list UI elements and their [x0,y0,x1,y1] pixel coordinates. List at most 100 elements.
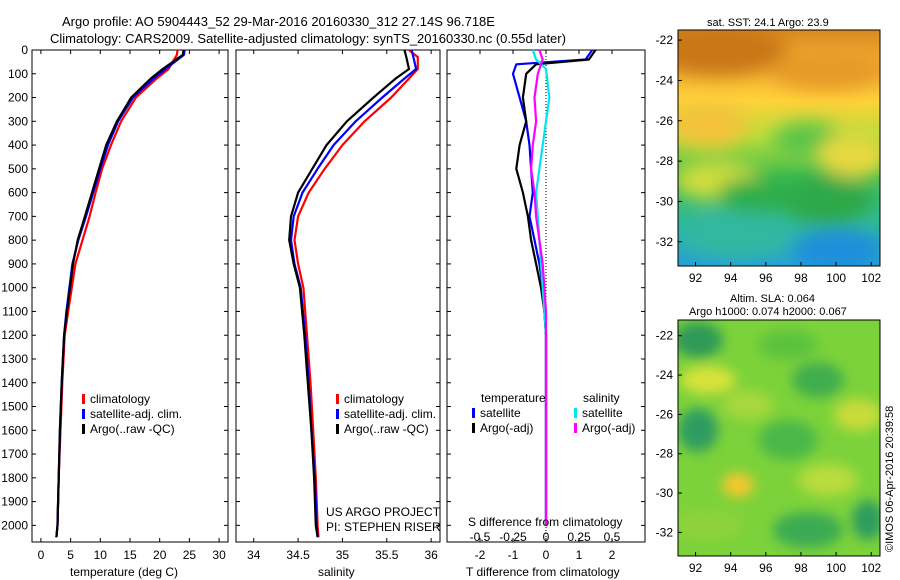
depth-tick-label: 200 [8,91,28,105]
x-tick-label: 10 [94,548,108,562]
map-x-tick-label: 96 [759,561,773,575]
map-x-tick-label: 102 [861,561,881,575]
x-tick-label: 20 [153,548,167,562]
x-tick-label: 34.5 [286,548,310,562]
map-x-tick-label: 94 [724,561,738,575]
depth-tick-label: 300 [8,114,28,128]
map-x-tick-label: 92 [689,271,703,285]
x-tick-label: 5 [67,548,74,562]
legend-label: climatology [344,392,404,406]
depth-tick-label: 800 [8,233,28,247]
temperature-x-label: temperature (deg C) [70,565,178,579]
difference-panel: -2 -1 0 1 2 -0.5 -0.25 0 0.25 0.5 temperature sal… [446,49,646,579]
x-tick-label: 35.5 [375,548,399,562]
map-y-tick-label: -22 [656,33,674,47]
sla-axes: 92 94 96 98 100 102 -22 -24 -26 -28 -30 -32 [656,329,882,575]
sla-title: Altim. SLA: 0.064 [730,293,815,305]
legend-swatch [336,409,339,419]
x-tick-label: 0 [38,548,45,562]
legend-swatch [472,423,475,433]
x-tick-label: 1 [576,548,583,562]
depth-tick-label: 100 [8,67,28,81]
project-annotation-1: US ARGO PROJECT [326,505,441,519]
sst-field [678,30,880,266]
sst-map: sat. SST: 24.1 Argo: 23.9 92 94 96 98 100 102… [656,17,882,285]
depth-tick-label: 1000 [1,281,28,295]
legend-label: climatology [90,392,150,406]
x-tick-label: 36 [424,548,438,562]
x-tick-label: -1 [508,548,519,562]
salinity-lines [288,49,419,538]
legend-title-temperature: temperature [481,391,546,405]
depth-tick-label: 1500 [1,400,28,414]
legend-label: Argo(..raw -QC) [344,422,429,436]
depth-tick-label: 1600 [1,423,28,437]
map-y-tick-label: -22 [656,329,674,343]
depth-tick-label: 700 [8,209,28,223]
sla-field [678,320,880,556]
depth-tick-label: 1700 [1,447,28,461]
x-tick-label: 35 [336,548,350,562]
difference-x-ticks: -2 -1 0 1 2 [475,50,616,562]
temperature-lines [55,49,186,538]
series-line-3 [529,49,548,526]
sst-frame [677,29,881,267]
depth-tick-label: 500 [8,162,28,176]
depth-tick-label: 1800 [1,471,28,485]
map-x-tick-label: 100 [826,271,846,285]
header-line-2: Climatology: CARS2009. Satellite-adjuste… [50,31,566,46]
legend-label: satellite-adj. clim. [90,407,182,421]
map-x-tick-label: 94 [724,271,738,285]
map-x-tick-label: 100 [826,561,846,575]
imos-stamp: ©IMOS 06-Apr-2016 20:39:58 [884,406,896,552]
sst-axes: 92 94 96 98 100 102 -22 -24 -26 -28 -30 -32 [656,33,882,285]
legend-swatch [336,394,339,404]
x-tick-label: 30 [212,548,226,562]
project-annotation-2: PI: STEPHEN RISER [326,520,441,534]
salinity-panel: 34 34.5 35 35.5 36 climatologysatellite-adj.… [235,49,441,579]
legend-swatch [574,408,577,418]
difference-legend: temperature salinitysatelliteArgo(-adj)sa… [472,391,635,435]
map-x-tick-label: 98 [794,561,808,575]
sst-title: sat. SST: 24.1 Argo: 23.9 [707,17,829,29]
sla-subtitle: Argo h1000: 0.074 h2000: 0.067 [689,306,847,318]
depth-tick-label: 0 [21,43,28,57]
map-y-tick-label: -32 [656,525,674,539]
depth-tick-label: 400 [8,138,28,152]
depth-tick-label: 1200 [1,328,28,342]
legend-swatch [574,423,577,433]
map-y-tick-label: -28 [656,154,674,168]
x-tick-label: 15 [123,548,137,562]
temperature-panel: 0100200300400500600700800900100011001200… [1,43,229,579]
depth-tick-label: 600 [8,186,28,200]
salinity-x-label: salinity [318,565,355,579]
sla-frame [677,319,881,557]
map-x-tick-label: 96 [759,271,773,285]
legend-swatch [82,424,85,434]
legend-swatch [336,424,339,434]
depth-tick-labels: 0 100 200 300 400 500 600 700 800 900 1000 1100 1200… [1,43,28,532]
map-x-tick-label: 98 [794,271,808,285]
series-line-0 [293,49,419,538]
salinity-difference-tick-label: 0.25 [567,530,591,544]
salinity-difference-tick-label: 0.5 [604,530,621,544]
salinity-frame [235,49,441,543]
map-x-tick-label: 92 [689,561,703,575]
x-tick-label: 34 [247,548,261,562]
salinity-difference-tick-label: -0.25 [499,530,527,544]
legend-title-salinity: salinity [583,391,620,405]
temperature-x-ticks: 0 5 10 15 20 25 30 [38,50,226,562]
x-tick-label: -2 [475,548,486,562]
map-x-tick-label: 102 [861,271,881,285]
salinity-difference-label: S difference from climatology [468,515,623,529]
depth-tick-label: 2000 [1,518,28,532]
depth-tick-label: 900 [8,257,28,271]
difference-lines [511,49,597,526]
salinity-difference-tick-label: -0.5 [470,530,491,544]
temperature-difference-label: T difference from climatology [466,565,620,579]
temperature-frame [31,49,229,543]
depth-tick-label: 1400 [1,376,28,390]
x-tick-label: 0 [543,548,550,562]
